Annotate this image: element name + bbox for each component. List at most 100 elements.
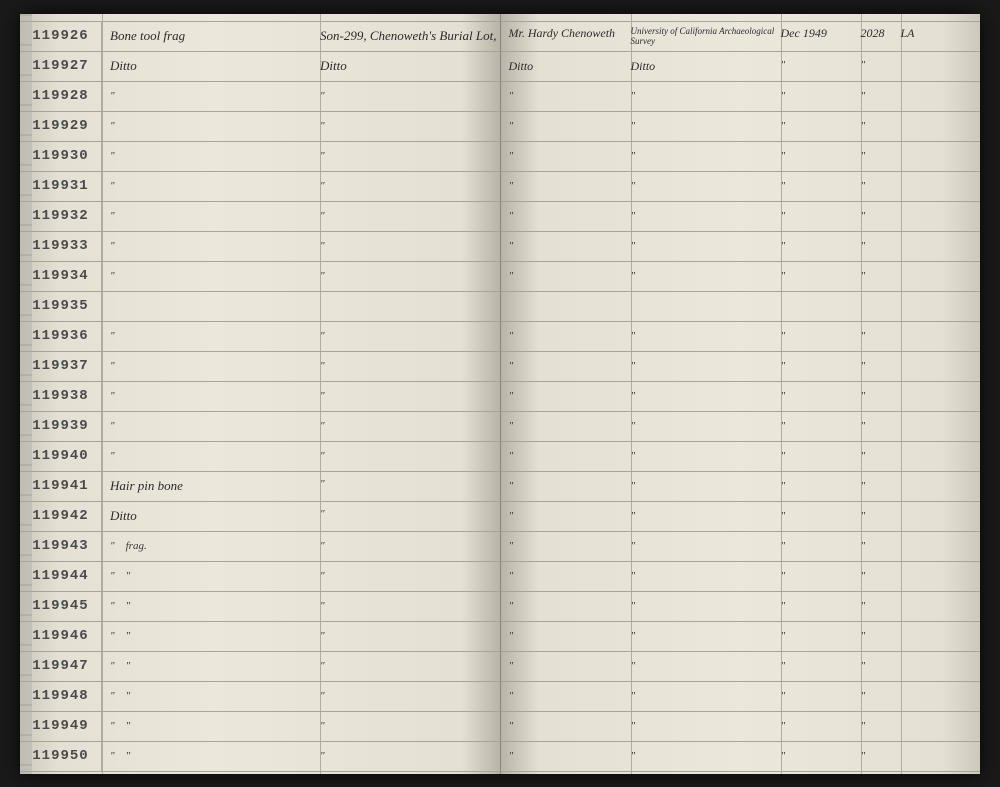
record-id-stamp: 119938 bbox=[20, 382, 102, 411]
record-id-stamp: 119939 bbox=[20, 412, 102, 441]
data-cell-2: Ditto bbox=[631, 59, 781, 74]
data-cell-3: " bbox=[781, 420, 861, 432]
data-cell-1: " bbox=[509, 90, 631, 102]
row-content: """" bbox=[501, 150, 981, 162]
row-content: """" bbox=[501, 330, 981, 342]
data-cell-1: " bbox=[509, 270, 631, 282]
data-cell-4: " bbox=[861, 540, 901, 552]
description-cell: " " bbox=[110, 720, 320, 732]
data-cell-2: " bbox=[631, 600, 781, 612]
location-cell: " bbox=[320, 660, 500, 672]
record-id-stamp: 119940 bbox=[20, 442, 102, 471]
row-content: """" bbox=[501, 420, 981, 432]
row-content: """" bbox=[501, 180, 981, 192]
record-id-stamp: 119935 bbox=[20, 292, 102, 321]
description-cell: " " bbox=[110, 690, 320, 702]
ledger-row: 119927DittoDitto bbox=[20, 52, 500, 82]
data-cell-2: " bbox=[631, 750, 781, 762]
location-cell: " bbox=[320, 360, 500, 372]
row-content: "" bbox=[102, 180, 500, 192]
data-cell-5 bbox=[901, 59, 981, 74]
data-cell-2: " bbox=[631, 720, 781, 732]
data-cell-4: " bbox=[861, 690, 901, 702]
ledger-row: Mr. Hardy ChenowethUniversity of Califor… bbox=[501, 22, 981, 52]
data-cell-4: " bbox=[861, 210, 901, 222]
record-id-stamp: 119941 bbox=[20, 472, 102, 501]
location-cell: " bbox=[320, 180, 500, 192]
ledger-row: 119942Ditto" bbox=[20, 502, 500, 532]
data-cell-4: " bbox=[861, 720, 901, 732]
data-cell-3: " bbox=[781, 240, 861, 252]
record-id-stamp: 119946 bbox=[20, 622, 102, 651]
data-cell-2: " bbox=[631, 210, 781, 222]
description-cell: " bbox=[110, 270, 320, 282]
row-content: DittoDitto"" bbox=[501, 59, 981, 74]
record-id-stamp: 119942 bbox=[20, 502, 102, 531]
data-cell-1: " bbox=[509, 600, 631, 612]
row-content: Bone tool fragSon-299, Chenoweth's Buria… bbox=[102, 28, 500, 44]
ledger-row: 119945" "" bbox=[20, 592, 500, 622]
data-cell-1: " bbox=[509, 720, 631, 732]
row-content: " "" bbox=[102, 750, 500, 762]
ledger-row: 119943" frag." bbox=[20, 532, 500, 562]
row-content: """" bbox=[501, 570, 981, 582]
data-cell-4: " bbox=[861, 510, 901, 522]
description-cell: " " bbox=[110, 750, 320, 762]
record-id-stamp: 119947 bbox=[20, 652, 102, 681]
data-cell-2: " bbox=[631, 570, 781, 582]
data-cell-3: " bbox=[781, 450, 861, 462]
row-content: Ditto" bbox=[102, 508, 500, 524]
data-cell-2: " bbox=[631, 240, 781, 252]
location-cell: " bbox=[320, 630, 500, 642]
data-cell-2: " bbox=[631, 90, 781, 102]
ledger-row: 119946" "" bbox=[20, 622, 500, 652]
data-cell-3: Dec 1949 bbox=[781, 26, 861, 46]
data-cell-1: " bbox=[509, 240, 631, 252]
row-content: Mr. Hardy ChenowethUniversity of Califor… bbox=[501, 26, 981, 46]
data-cell-1: " bbox=[509, 450, 631, 462]
row-content: "" bbox=[102, 420, 500, 432]
location-cell: " bbox=[320, 420, 500, 432]
record-id-stamp: 119950 bbox=[20, 742, 102, 771]
data-cell-5 bbox=[901, 90, 981, 102]
ledger-row: """" bbox=[501, 352, 981, 382]
data-cell-1: " bbox=[509, 690, 631, 702]
row-content: """" bbox=[501, 630, 981, 642]
ledger-book: 119926Bone tool fragSon-299, Chenoweth's… bbox=[20, 14, 980, 774]
description-cell: " bbox=[110, 390, 320, 402]
ledger-row: """" bbox=[501, 562, 981, 592]
row-content: "" bbox=[102, 270, 500, 282]
ledger-row: """" bbox=[501, 82, 981, 112]
data-cell-1: " bbox=[509, 750, 631, 762]
data-cell-1: " bbox=[509, 360, 631, 372]
ledger-row: 119947" "" bbox=[20, 652, 500, 682]
location-cell: " bbox=[320, 330, 500, 342]
ledger-row bbox=[501, 292, 981, 322]
ledger-row: 119932"" bbox=[20, 202, 500, 232]
location-cell: " bbox=[320, 120, 500, 132]
record-id-stamp: 119948 bbox=[20, 682, 102, 711]
ledger-row: 119940"" bbox=[20, 442, 500, 472]
ledger-row: 119941Hair pin bone" bbox=[20, 472, 500, 502]
data-cell-2: " bbox=[631, 510, 781, 522]
data-cell-3: " bbox=[781, 690, 861, 702]
description-cell: " bbox=[110, 150, 320, 162]
data-cell-1: " bbox=[509, 480, 631, 492]
row-content: Hair pin bone" bbox=[102, 478, 500, 494]
row-content: """" bbox=[501, 690, 981, 702]
ledger-row: """" bbox=[501, 592, 981, 622]
data-cell-4: " bbox=[861, 180, 901, 192]
row-content: """" bbox=[501, 120, 981, 132]
description-cell: Ditto bbox=[110, 508, 320, 524]
data-cell-1: " bbox=[509, 180, 631, 192]
ledger-row: 119926Bone tool fragSon-299, Chenoweth's… bbox=[20, 22, 500, 52]
location-cell: " bbox=[320, 150, 500, 162]
record-id-stamp: 119927 bbox=[20, 52, 102, 81]
header-spacer bbox=[501, 14, 981, 22]
row-content: """" bbox=[501, 450, 981, 462]
ledger-row: 119950" "" bbox=[20, 742, 500, 772]
location-cell: " bbox=[320, 270, 500, 282]
data-cell-2: " bbox=[631, 660, 781, 672]
location-cell: " bbox=[320, 690, 500, 702]
data-cell-5 bbox=[901, 450, 981, 462]
